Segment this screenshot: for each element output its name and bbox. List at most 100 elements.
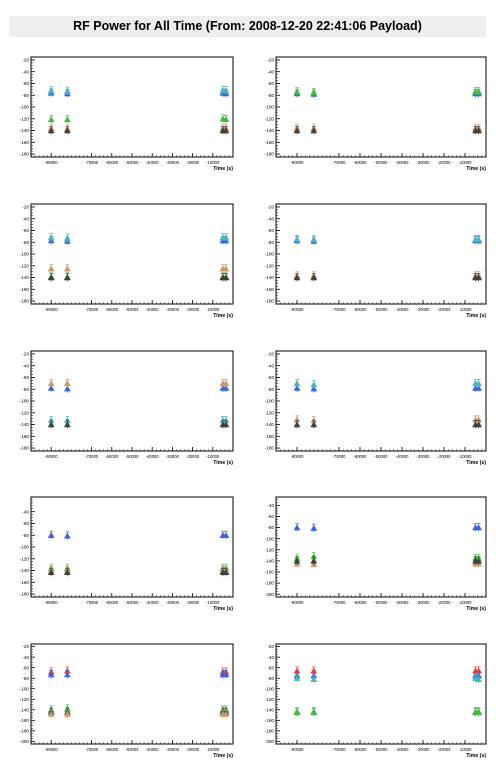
plot-frame — [30, 350, 234, 452]
data-point-blue — [293, 524, 301, 531]
y-tick-label: -120 — [265, 697, 275, 702]
x-tick-label: -60000 — [353, 600, 367, 605]
data-point-darkgray — [310, 421, 318, 428]
y-tick-label: -160 — [265, 140, 275, 145]
x-tick-label: -50000 — [374, 307, 388, 312]
x-tick-label: -90000 — [290, 307, 304, 312]
x-tick-label: -20000 — [186, 307, 200, 312]
y-tick-label: -40 — [267, 363, 274, 368]
y-tick-label: -180 — [265, 446, 275, 451]
x-tick-label: -30000 — [166, 454, 180, 459]
data-point-green — [475, 88, 483, 95]
x-tick-label: -40000 — [146, 600, 160, 605]
y-tick-label: -160 — [265, 287, 275, 292]
data-point-blue — [63, 385, 71, 392]
x-tick-label: -10000 — [458, 747, 472, 752]
data-point-tan — [47, 379, 55, 387]
y-tick-label: -40 — [267, 655, 274, 660]
data-point-tan — [222, 379, 230, 387]
data-point-blue — [47, 531, 55, 538]
x-tick-label: -40000 — [395, 307, 409, 312]
y-tick-label: -20 — [22, 205, 29, 210]
x-tick-label: -60000 — [353, 454, 367, 459]
data-point-tan — [222, 710, 230, 717]
x-tick-label: -30000 — [416, 160, 430, 165]
x-tick-label: -30000 — [416, 307, 430, 312]
x-axis-label: Time (s) — [213, 606, 233, 612]
x-tick-label: -70000 — [332, 454, 346, 459]
y-tick-label: -60 — [267, 665, 274, 670]
data-point-cyan — [475, 235, 483, 243]
data-point-darkgray — [222, 568, 230, 576]
y-tick-label: -100 — [265, 686, 275, 691]
y-tick-label: -20 — [22, 352, 29, 357]
y-tick-label: -60 — [22, 228, 29, 233]
y-tick-label: -20 — [267, 58, 274, 63]
y-tick-label: -40 — [22, 69, 29, 74]
x-tick-label: -70000 — [85, 160, 99, 165]
data-point-darkgray — [47, 127, 55, 134]
x-tick-label: -70000 — [332, 747, 346, 752]
chart-panel-9: -20 -40 -60 -80 -100 -120 -140 -160 -180 -200 -900… — [20, 643, 234, 759]
y-tick-label: -100 — [265, 252, 275, 257]
y-tick-label: -40 — [22, 655, 29, 660]
data-point-blue — [475, 384, 483, 391]
y-tick-label: -160 — [265, 434, 275, 439]
y-tick-label: -160 — [20, 718, 30, 723]
data-point-darkgray — [310, 557, 318, 564]
plot-frame — [30, 496, 234, 598]
x-tick-label: -50000 — [125, 454, 139, 459]
y-tick-label: -120 — [20, 556, 30, 561]
x-tick-label: -90000 — [45, 307, 59, 312]
x-tick-label: -70000 — [85, 747, 99, 752]
x-tick-label: -20000 — [186, 160, 200, 165]
x-tick-label: -50000 — [125, 160, 139, 165]
x-tick-label: -60000 — [105, 160, 119, 165]
x-tick-label: -90000 — [290, 160, 304, 165]
x-tick-label: -70000 — [85, 600, 99, 605]
y-tick-label: -140 — [20, 275, 30, 280]
y-tick-label: -80 — [22, 240, 29, 245]
chart-panel-1: -20 -40 -60 -80 -100 -120 -140 -160 -180 -90000 -7… — [20, 56, 234, 172]
y-tick-label: -100 — [20, 686, 30, 691]
data-point-tan — [63, 379, 71, 387]
x-tick-label: -20000 — [186, 454, 200, 459]
x-tick-label: -40000 — [395, 454, 409, 459]
data-point-darkgray — [475, 421, 483, 428]
x-tick-label: -10000 — [458, 600, 472, 605]
chart-panel-4: -20 -40 -60 -80 -100 -120 -140 -160 -180 -90000 -7… — [265, 203, 487, 319]
data-point-blue — [293, 384, 301, 391]
y-tick-label: -80 — [22, 93, 29, 98]
plot-frame — [275, 643, 487, 745]
x-tick-label: -50000 — [125, 307, 139, 312]
data-point-cyan — [222, 234, 230, 241]
x-tick-label: -30000 — [166, 160, 180, 165]
x-tick-label: -30000 — [166, 600, 180, 605]
data-point-darkgray — [222, 421, 230, 428]
data-point-cyan — [47, 417, 55, 424]
x-tick-label: -60000 — [105, 307, 119, 312]
x-tick-label: -10000 — [206, 747, 220, 752]
x-tick-label: -10000 — [458, 160, 472, 165]
x-tick-label: -30000 — [416, 454, 430, 459]
y-tick-label: -140 — [265, 422, 275, 427]
data-point-tan — [222, 265, 230, 272]
x-tick-label: -10000 — [206, 600, 220, 605]
x-tick-label: -20000 — [437, 307, 451, 312]
y-tick-label: -180 — [20, 152, 30, 157]
data-point-green — [63, 115, 71, 123]
data-point-red — [310, 667, 318, 674]
x-tick-label: -70000 — [332, 160, 346, 165]
x-tick-label: -70000 — [332, 600, 346, 605]
chart-panel-6: -20 -40 -60 -80 -100 -120 -140 -160 -180 -90000 -7… — [265, 350, 487, 466]
y-tick-label: -80 — [267, 387, 274, 392]
data-point-darkgray — [293, 557, 301, 564]
x-tick-label: -50000 — [374, 160, 388, 165]
x-axis-label: Time (s) — [466, 460, 486, 466]
data-point-tan — [63, 265, 71, 272]
plot-frame — [30, 203, 234, 305]
x-tick-label: -60000 — [105, 454, 119, 459]
data-point-tan — [47, 265, 55, 272]
x-tick-label: -50000 — [125, 747, 139, 752]
chart-panel-3: -20 -40 -60 -80 -100 -120 -140 -160 -180 -90000 -7… — [20, 203, 234, 319]
